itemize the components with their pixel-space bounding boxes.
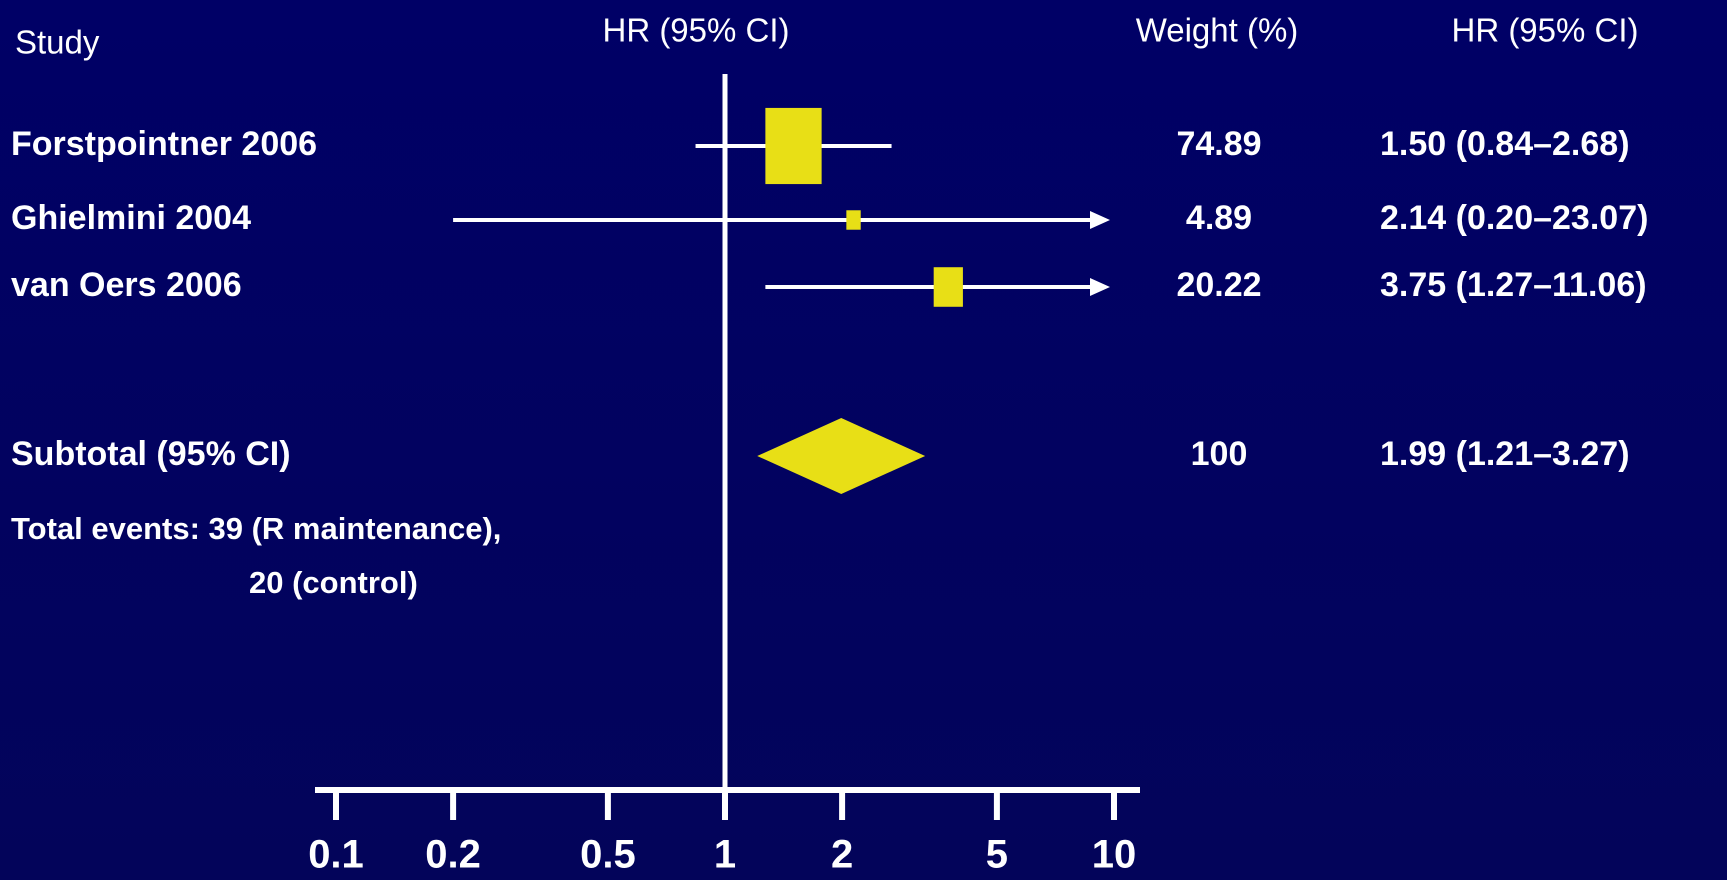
x-tick-label: 0.1 — [308, 833, 364, 877]
x-tick-label: 0.5 — [580, 833, 636, 877]
x-tick-label: 1 — [714, 833, 736, 877]
weight-value: 20.22 — [1176, 266, 1261, 304]
study-name: Forstpointner 2006 — [11, 125, 317, 163]
hr-label: 3.75 (1.27–11.06) — [1380, 266, 1647, 304]
study-name: Ghielmini 2004 — [11, 199, 251, 237]
effect-square — [933, 267, 963, 307]
subtotal-diamond — [757, 418, 926, 494]
hr-label: 1.50 (0.84–2.68) — [1380, 125, 1630, 163]
study-header: Study — [15, 24, 100, 61]
hr-label: 2.14 (0.20–23.07) — [1380, 199, 1648, 237]
x-tick-label: 5 — [986, 833, 1008, 877]
x-tick-label: 10 — [1092, 833, 1137, 877]
note: Total events: 39 (R maintenance), — [11, 511, 501, 546]
x-tick-label: 0.2 — [425, 833, 481, 877]
ci-arrow — [1090, 278, 1110, 296]
study-name: van Oers 2006 — [11, 266, 242, 304]
x-tick-label: 2 — [831, 833, 853, 877]
effect-square — [846, 210, 861, 230]
ci-header: HR (95% CI) — [1451, 12, 1638, 49]
axis-header: HR (95% CI) — [602, 12, 789, 49]
note: 20 (control) — [249, 565, 418, 600]
weight-header: Weight (%) — [1136, 12, 1299, 49]
weight-value: 74.89 — [1176, 125, 1261, 163]
subtotal-weight: 100 — [1191, 435, 1248, 473]
weight-value: 4.89 — [1186, 199, 1252, 237]
ci-arrow — [1090, 211, 1110, 229]
subtotal-hr: 1.99 (1.21–3.27) — [1380, 435, 1630, 473]
effect-square — [765, 107, 822, 185]
subtotal-name: Subtotal (95% CI) — [11, 435, 291, 473]
